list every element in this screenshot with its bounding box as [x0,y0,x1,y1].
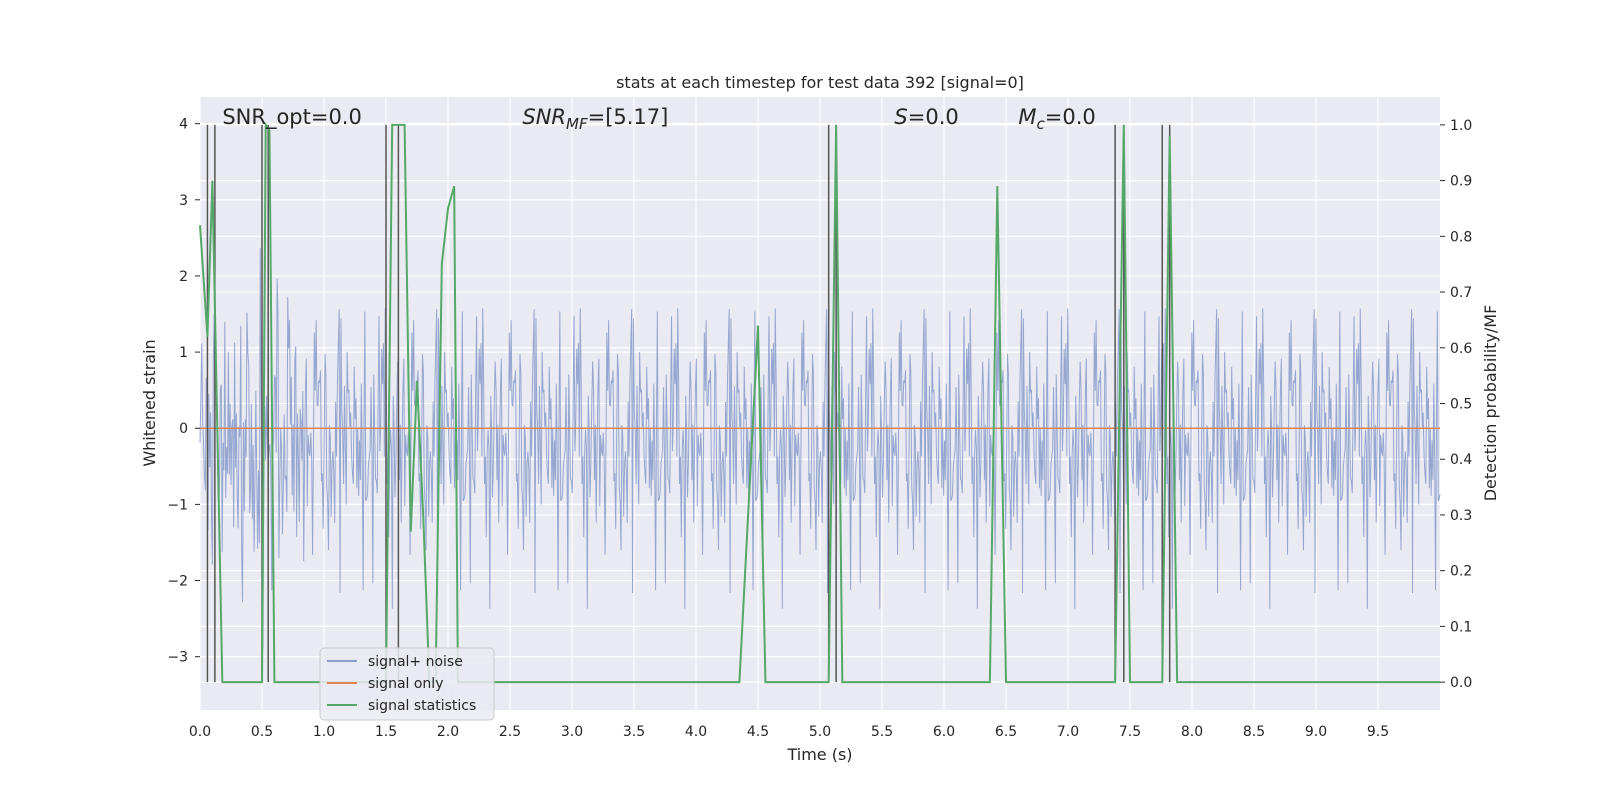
y-tick-label: 4 [179,117,188,133]
x-tick-label: 0.0 [189,724,211,740]
chart-title: stats at each timestep for test data 392… [616,73,1024,92]
x-tick-label: 8.0 [1181,724,1203,740]
y-right-tick-label: 0.1 [1450,619,1472,635]
legend-label-noise: signal+ noise [368,654,463,670]
legend-label-signal-only: signal only [368,676,443,692]
y-tick-label: −3 [167,650,188,666]
y-right-tick-label: 0.2 [1450,564,1472,580]
y-tick-label: 1 [179,345,188,361]
y-tick-label: −2 [167,574,188,590]
x-tick-labels: 0.0 0.5 1.0 1.5 2.0 2.5 3.0 3.5 4.0 4.5 5.0 5.5 6.0 6… [189,724,1389,740]
annotation-label: Mc=0.0 [1018,105,1095,133]
y-right-tick-label: 0.4 [1450,452,1472,468]
y-tick-label: 3 [179,193,188,209]
signal-statistics-series [199,121,1440,684]
signal-statistics-line [199,121,1440,684]
y-right-tick-label: 1.0 [1450,118,1472,134]
y-tick-label: 0 [179,421,188,437]
x-tick-label: 6.0 [933,724,955,740]
y-tick-label: 2 [179,269,188,285]
y-right-tick-label: 0.3 [1450,508,1472,524]
y-right-tick-label: 0.8 [1450,229,1472,245]
y-right-tick-label: 0.5 [1450,397,1472,413]
y-right-tick-label: 0.6 [1450,341,1472,357]
x-tick-label: 4.0 [685,724,707,740]
annotations: SNR_opt=0.0 SNRMF=[5.17] S=0.0 Mc=0.0 [222,105,1095,133]
annotation-label: SNR_opt=0.0 [222,105,362,130]
legend: signal+ noise signal only signal statist… [319,647,495,721]
x-tick-label: 1.0 [313,724,335,740]
x-tick-label: 9.0 [1305,724,1327,740]
y-tick-labels: −3 −2 −1 0 1 2 3 4 [167,117,200,666]
x-tick-label: 4.5 [747,724,769,740]
annotation-label: SNRMF=[5.17] [522,105,668,133]
y-right-tick-label: 0.0 [1450,675,1472,691]
legend-box [319,647,495,721]
signal-noise-line [199,248,1441,649]
x-tick-label: 2.5 [499,724,521,740]
x-tick-label: 5.0 [809,724,831,740]
y-right-axis-label: Detection probability/MF [1481,305,1500,502]
x-tick-label: 7.0 [1057,724,1079,740]
y-tick-label: −1 [167,497,188,513]
x-tick-label: 3.0 [561,724,583,740]
annotation-label: S=0.0 [894,105,958,129]
x-tick-label: 6.5 [995,724,1017,740]
noise-series [199,248,1441,649]
y-right-tick-labels: 0.0 0.1 0.2 0.3 0.4 0.5 0.6 0.7 0.8 0.9 1.0 [1440,118,1472,691]
x-tick-label: 5.5 [871,724,893,740]
grid-lines [199,97,1440,710]
x-tick-label: 8.5 [1243,724,1265,740]
legend-label-signal-statistics: signal statistics [368,698,476,714]
x-tick-label: 3.5 [623,724,645,740]
x-tick-label: 0.5 [251,724,273,740]
vertical-lines [206,124,1171,683]
y-axis-label: Whitened strain [140,339,159,466]
x-tick-label: 7.5 [1119,724,1141,740]
x-tick-label: 2.0 [437,724,459,740]
y-right-tick-label: 0.9 [1450,174,1472,190]
x-axis-label: Time (s) [786,745,852,764]
x-tick-label: 9.5 [1367,724,1389,740]
x-tick-label: 1.5 [375,724,397,740]
y-right-tick-label: 0.7 [1450,285,1472,301]
